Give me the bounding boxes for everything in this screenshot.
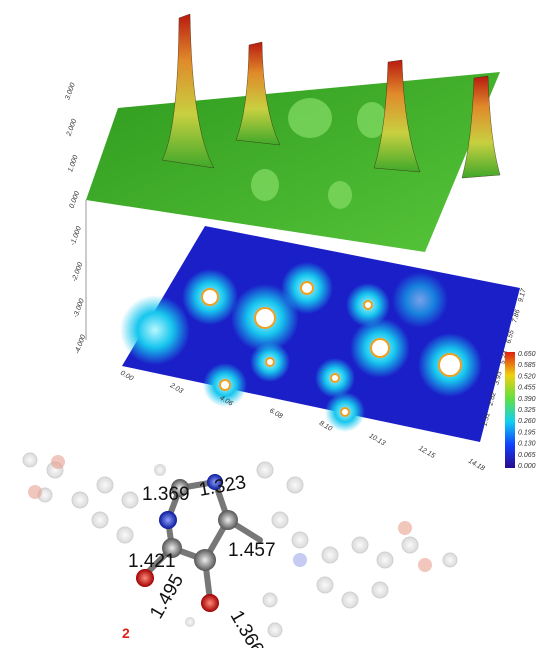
faded-oxygen <box>418 558 432 572</box>
z-tick-label: -1.000 <box>70 225 83 246</box>
faded-oxygen <box>28 485 42 499</box>
bond-length: 1.369 <box>142 484 190 505</box>
colorbar-tick-label: 0.260 <box>518 418 536 425</box>
colorbar-tick-label: 0.585 <box>518 362 536 369</box>
colorbar-tick-label: 0.065 <box>518 452 536 459</box>
colorbar <box>505 352 515 468</box>
x-tick-label: 10.13 <box>368 433 387 448</box>
z-tick-label: 1.000 <box>67 154 80 173</box>
x-tick-label: 14.18 <box>467 458 486 473</box>
faded-oxygen <box>398 521 412 535</box>
x-tick-label: 2.03 <box>168 382 184 395</box>
compound-label: 2 <box>122 625 130 641</box>
colorbar-tick-label: 0.650 <box>518 351 536 358</box>
colorbar-tick-label: 0.455 <box>518 385 536 392</box>
faded-nitrogen <box>293 553 307 567</box>
bond-length: 1.421 <box>128 551 176 572</box>
colorbar-tick-label: 0.195 <box>518 429 536 436</box>
bond-length: 1.323 <box>197 472 247 501</box>
z-tick-label: -4.000 <box>74 334 87 355</box>
colorbar-tick-label: 0.520 <box>518 373 536 380</box>
z-tick-label: -3.000 <box>72 298 85 319</box>
surface-plane <box>86 72 500 252</box>
x-tick-label: 6.08 <box>268 407 283 420</box>
bond-length: 1.366 <box>226 607 268 648</box>
bond-length: 1.457 <box>228 540 276 561</box>
faded-oxygen <box>51 455 65 469</box>
z-tick-label: 0.000 <box>69 190 82 209</box>
z-tick-label: -2.000 <box>71 262 84 283</box>
colorbar-tick-label: 0.130 <box>518 441 536 448</box>
z-tick-label: 2.000 <box>65 118 78 138</box>
x-tick-label: 12.15 <box>417 445 436 460</box>
colorbar-tick-label: 0.000 <box>518 463 536 470</box>
x-tick-label: 0.00 <box>119 370 134 383</box>
z-tick-label: 3.000 <box>64 82 77 101</box>
colorbar-tick-label: 0.390 <box>518 396 536 403</box>
colorbar-tick-label: 0.325 <box>518 407 536 414</box>
figure: 3.000 2.000 1.000 0.000 -1.000 -2.000 -3.000 -4… <box>0 0 555 648</box>
